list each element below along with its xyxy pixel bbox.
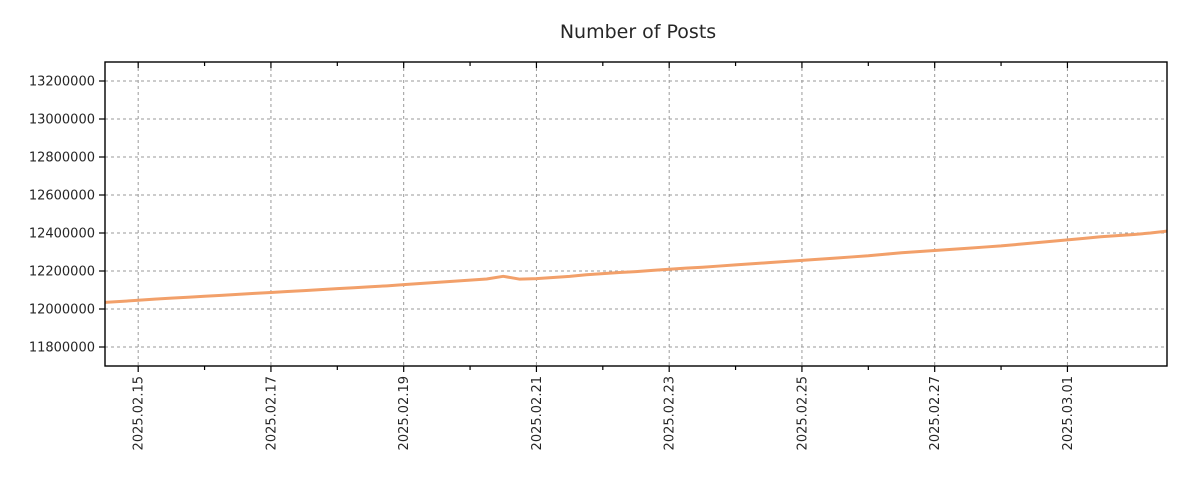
chart-title: Number of Posts (560, 21, 716, 43)
y-tick-label: 12400000 (29, 227, 95, 242)
y-tick-label: 12600000 (29, 189, 95, 204)
x-tick-label: 2025.02.19 (397, 376, 412, 450)
x-tick-label: 2025.02.25 (795, 376, 810, 450)
y-tick-label: 12000000 (29, 303, 95, 318)
x-axis-tick-labels: 2025.02.15 2025.02.17 2025.02.19 2025.02.21… (132, 376, 1076, 450)
y-tick-label: 12800000 (29, 151, 95, 166)
series-line-0 (105, 229, 1167, 304)
x-tick-label: 2025.02.27 (928, 376, 943, 450)
y-tick-label: 12200000 (29, 265, 95, 280)
plot-area-frame (104, 61, 1168, 367)
x-tick-label: 2025.02.15 (132, 376, 147, 450)
x-tick-label: 2025.03.01 (1061, 376, 1076, 450)
x-tick-label: 2025.02.17 (264, 376, 279, 450)
x-tick-label: 2025.02.21 (530, 376, 545, 450)
y-axis-tick-labels: 13200000 13000000 12800000 12600000 12400000… (29, 75, 95, 356)
y-tick-label: 13000000 (29, 113, 95, 128)
data-series-layer (105, 229, 1167, 304)
tick-marks (99, 62, 1069, 372)
y-tick-label: 11800000 (29, 341, 95, 356)
x-tick-label: 2025.02.23 (663, 376, 678, 450)
y-tick-label: 13200000 (29, 75, 95, 90)
